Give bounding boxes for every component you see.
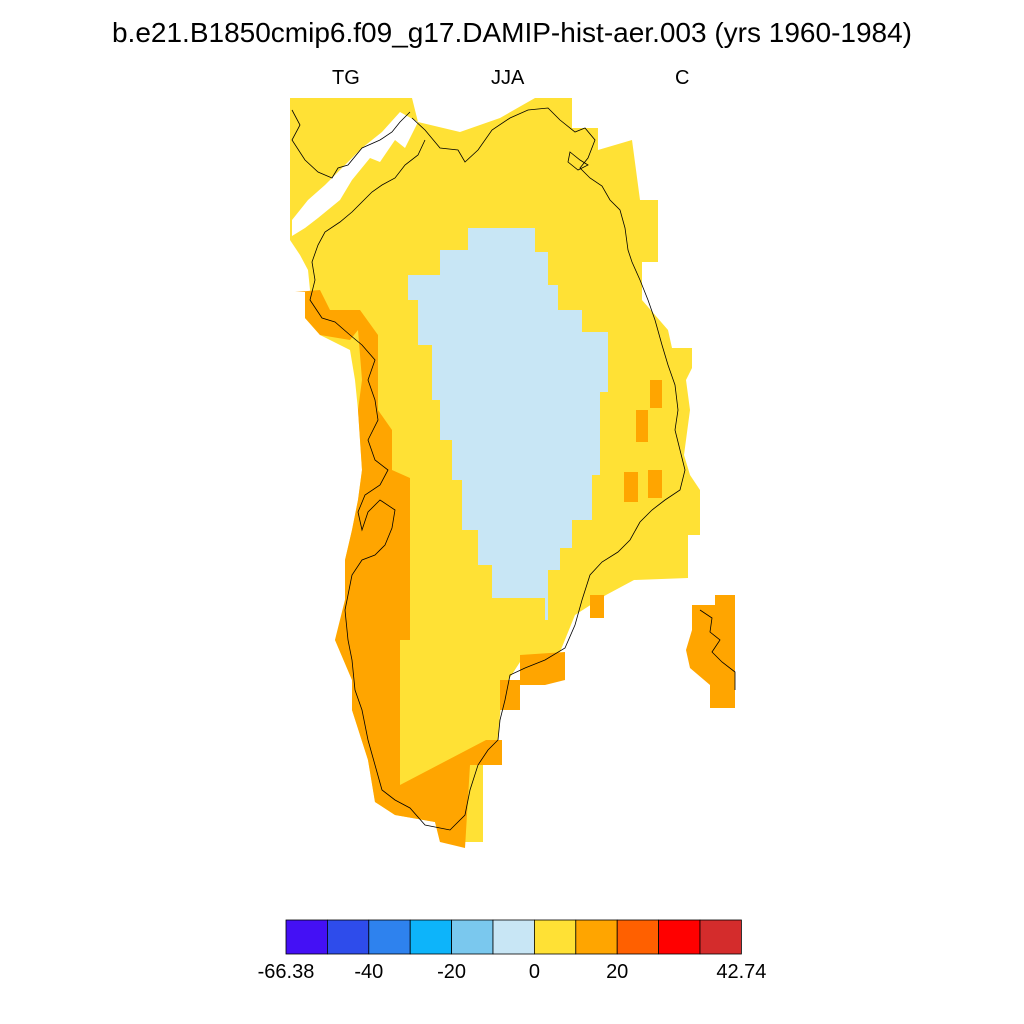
colorbar-swatch	[368, 919, 411, 955]
season-label: JJA	[491, 67, 525, 89]
colorbar-label: 0	[528, 961, 540, 983]
region-high-positive-east-3	[624, 472, 638, 502]
colorbar-swatch	[658, 919, 701, 955]
colorbar-swatch	[451, 919, 494, 955]
colorbar-label: -20	[437, 961, 467, 983]
region-high-positive-southtip	[486, 740, 502, 765]
region-high-positive-south	[500, 652, 565, 710]
region-high-positive-southeast	[590, 595, 604, 618]
colorbar-swatch	[616, 919, 660, 955]
variable-label: TG	[332, 67, 360, 89]
colorbar-swatch	[326, 919, 370, 955]
colorbar-label: 42.74	[716, 961, 767, 983]
colorbar-swatch	[699, 919, 742, 955]
region-low-negative	[408, 228, 608, 620]
units-label: C	[675, 67, 690, 89]
region-high-positive-east-1	[650, 380, 662, 408]
colorbar-swatch	[575, 919, 618, 955]
colorbar-label: -66.38	[257, 961, 315, 983]
colorbar-label: 20	[606, 961, 629, 983]
colorbar-swatch	[534, 919, 577, 955]
colorbar-label: -40	[354, 961, 384, 983]
colorbar-swatch	[492, 919, 535, 955]
region-high-positive-iceland	[686, 595, 735, 708]
map-title: b.e21.B1850cmip6.f09_g17.DAMIP-hist-aer.…	[111, 17, 913, 48]
colorbar-swatch	[409, 919, 453, 955]
northwest-gap	[292, 112, 418, 236]
coastline	[291, 107, 736, 831]
region-high-positive-west	[295, 290, 486, 848]
region-high-positive-east-2	[636, 410, 648, 442]
colorbar-swatch	[285, 919, 328, 955]
region-high-positive-east-4	[648, 470, 662, 498]
